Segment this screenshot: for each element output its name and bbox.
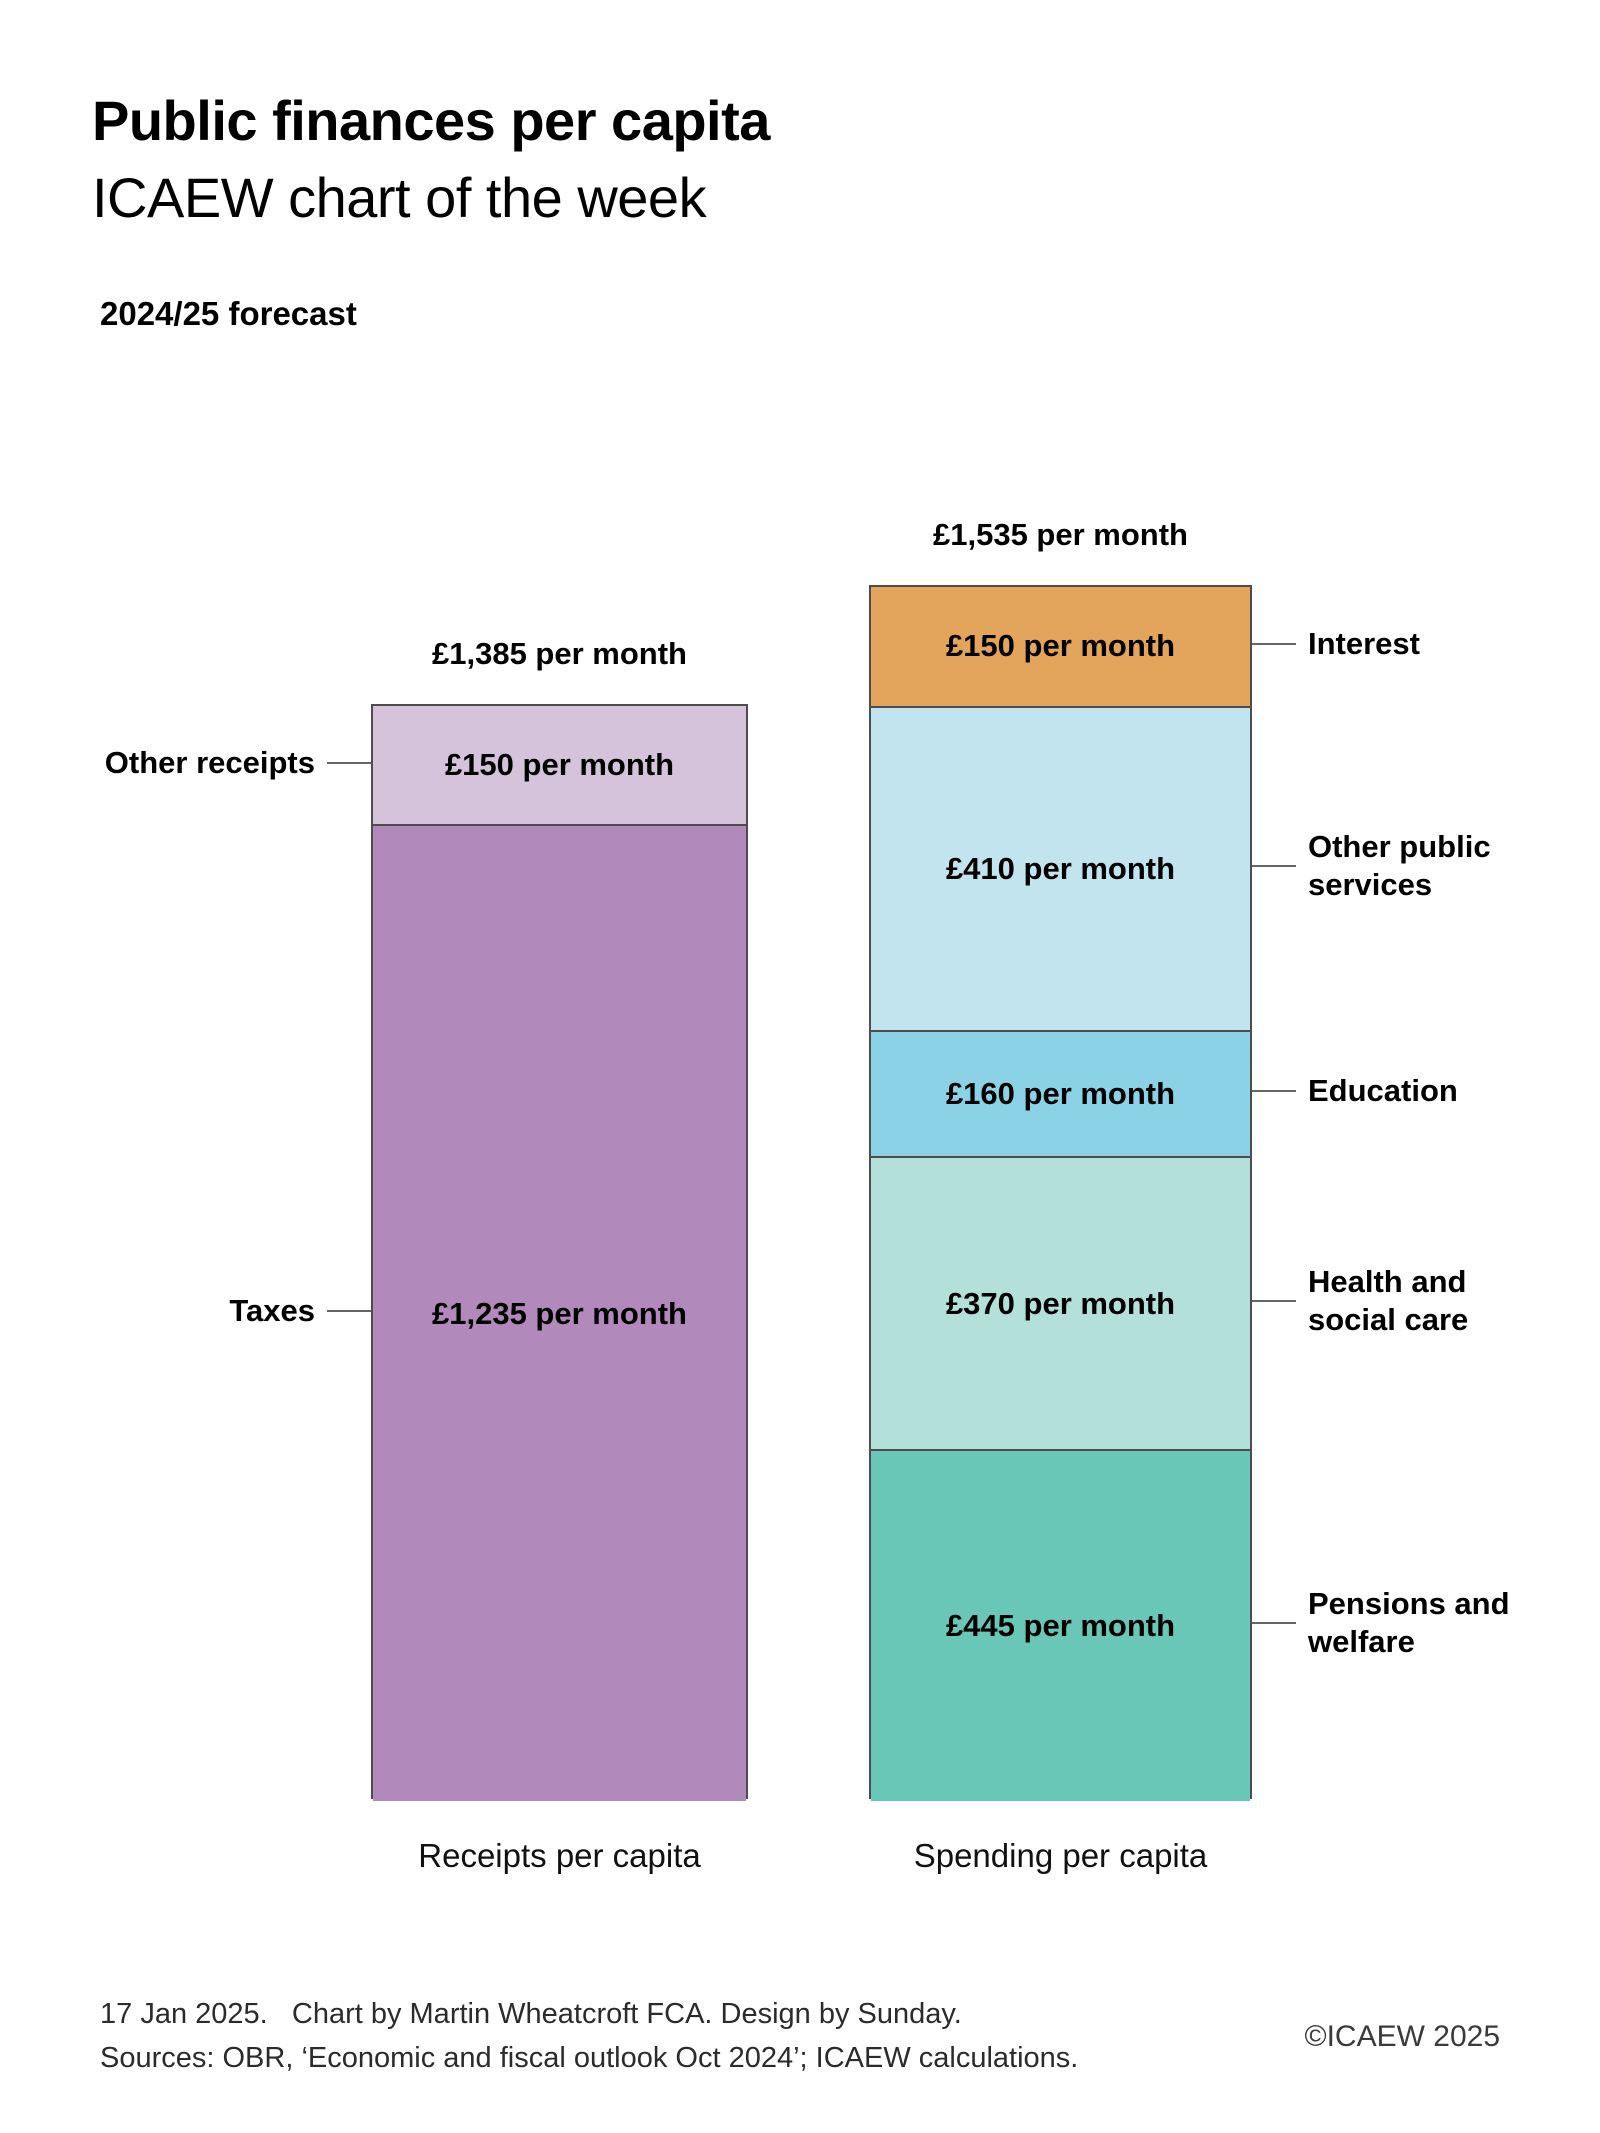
segment-value-other-public-services: £410 per month xyxy=(945,850,1176,886)
leader-line-health-and-social-care xyxy=(1252,1299,1296,1302)
segment-pensions-and-welfare: £445 per month xyxy=(871,1449,1250,1801)
segment-value-taxes: £1,235 per month xyxy=(432,1295,687,1331)
segment-other-receipts: £150 per month xyxy=(373,705,746,825)
segment-health-and-social-care: £370 per month xyxy=(871,1156,1250,1450)
leader-line-other-public-services xyxy=(1252,864,1296,867)
segment-value-education: £160 per month xyxy=(945,1076,1176,1112)
leader-line-interest xyxy=(1252,643,1296,646)
category-label-education: Education xyxy=(1308,1073,1458,1109)
leader-line-taxes xyxy=(327,1309,371,1312)
category-label-pensions-and-welfare: Pensions and welfare xyxy=(1308,1586,1510,1660)
category-label-health-and-social-care: Health and social care xyxy=(1308,1263,1469,1337)
segment-value-interest: £150 per month xyxy=(945,628,1176,664)
segment-value-pensions-and-welfare: £445 per month xyxy=(945,1608,1176,1643)
category-label-interest: Interest xyxy=(1308,626,1420,662)
page-title: Public finances per capita xyxy=(92,89,770,152)
footer-credit-line: 17 Jan 2025. Chart by Martin Wheatcroft … xyxy=(100,1998,962,2030)
category-label-taxes: Taxes xyxy=(229,1292,315,1328)
total-label-spending-per-capita: £1,535 per month xyxy=(933,517,1188,552)
axis-label-receipts-per-capita: Receipts per capita xyxy=(418,1837,701,1874)
segment-value-health-and-social-care: £370 per month xyxy=(945,1285,1176,1321)
category-label-other-receipts: Other receipts xyxy=(104,745,315,781)
copyright-notice: ©ICAEW 2025 xyxy=(1304,2020,1500,2053)
leader-line-pensions-and-welfare xyxy=(1252,1622,1296,1625)
page-subtitle: ICAEW chart of the week xyxy=(92,166,707,229)
segment-value-other-receipts: £150 per month xyxy=(444,746,675,782)
bar-receipts-per-capita: £150 per month £1,235 per month xyxy=(371,703,748,1801)
segment-other-public-services: £410 per month xyxy=(871,705,1250,1030)
leader-line-education xyxy=(1252,1090,1296,1093)
axis-label-spending-per-capita: Spending per capita xyxy=(913,1837,1208,1874)
bar-spending-per-capita: £150 per month £410 per month £160 per mon… xyxy=(869,585,1252,1801)
segment-interest: £150 per month xyxy=(871,587,1250,706)
total-label-receipts-per-capita: £1,385 per month xyxy=(432,635,687,671)
footer-sources-line: Sources: OBR, ‘Economic and fiscal outlo… xyxy=(100,2042,1079,2074)
leader-line-other-receipts xyxy=(327,761,371,764)
category-label-other-public-services: Other public services xyxy=(1308,828,1491,902)
segment-education: £160 per month xyxy=(871,1029,1250,1157)
forecast-period-label: 2024/25 forecast xyxy=(100,295,357,332)
segment-taxes: £1,235 per month xyxy=(373,824,746,1801)
